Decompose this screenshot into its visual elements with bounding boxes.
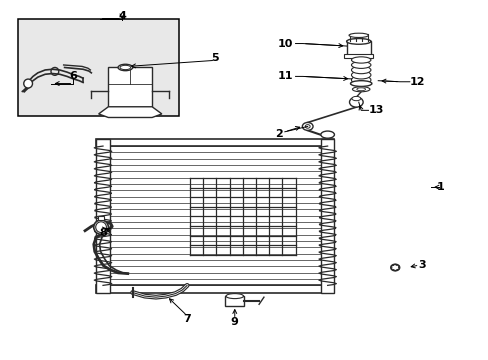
Ellipse shape [320,131,334,138]
Text: 12: 12 [409,77,425,87]
Ellipse shape [348,33,368,37]
Ellipse shape [349,97,363,107]
Bar [98,216,104,220]
Bar [346,41,370,55]
Ellipse shape [118,64,132,71]
Text: 7: 7 [183,314,191,324]
Text: 11: 11 [277,71,292,81]
Ellipse shape [390,264,399,271]
Bar [96,139,334,146]
Bar [96,139,110,293]
Bar [19,19,179,116]
Bar [224,296,244,306]
Bar [108,67,152,107]
Text: 3: 3 [418,260,426,270]
Ellipse shape [351,71,370,79]
Polygon shape [99,107,162,117]
Text: 6: 6 [69,71,77,81]
Text: 5: 5 [211,53,219,63]
Text: 1: 1 [436,182,444,192]
Text: 2: 2 [274,129,282,139]
Ellipse shape [302,122,312,130]
Ellipse shape [351,96,360,101]
Text: 13: 13 [368,105,383,115]
Ellipse shape [351,76,370,84]
Ellipse shape [350,81,371,86]
Ellipse shape [351,66,370,74]
Ellipse shape [346,39,370,44]
Text: 10: 10 [277,39,292,49]
Bar [344,54,372,58]
Bar [320,139,334,293]
Ellipse shape [24,79,32,88]
Ellipse shape [356,88,365,91]
Bar [96,285,334,293]
Ellipse shape [225,294,243,298]
Ellipse shape [94,220,108,234]
Text: 4: 4 [118,11,125,21]
Ellipse shape [305,125,309,128]
Ellipse shape [352,87,369,92]
Text: 8: 8 [100,228,107,238]
Ellipse shape [351,62,370,68]
Bar [96,139,334,293]
Ellipse shape [351,57,370,63]
Text: 9: 9 [230,317,238,327]
